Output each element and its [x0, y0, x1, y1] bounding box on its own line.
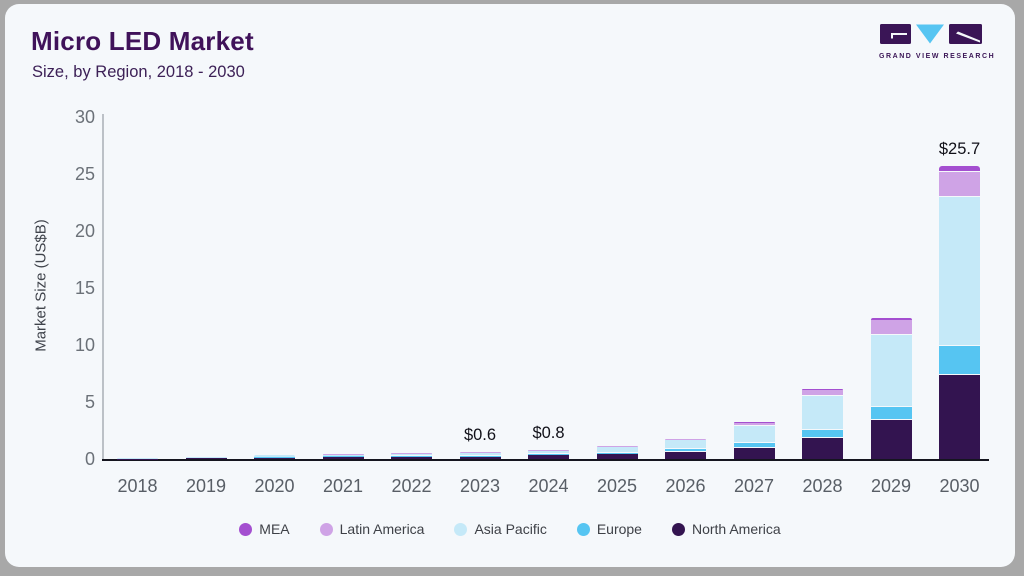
bar-segment-2026-north-america [665, 451, 706, 459]
legend-dot [671, 522, 685, 536]
bar-segment-2030-latin-america [939, 171, 980, 196]
x-tick-label-2023: 2023 [459, 476, 501, 496]
x-tick-label-2018: 2018 [117, 476, 158, 496]
grand-view-research-logo: GRAND VIEW RESEARCH [879, 24, 996, 60]
y-axis-line [102, 114, 104, 460]
bar-segment-2022-asia-pacific [391, 453, 432, 455]
value-label-2030: $25.7 [938, 140, 981, 159]
y-axis-title: Market Size (US$B) [32, 219, 50, 352]
bar-segment-2028-north-america [802, 437, 843, 459]
legend-dot [576, 522, 590, 536]
x-tick-label-2025: 2025 [596, 476, 638, 496]
bar-segment-2019-north-america [185, 458, 227, 459]
legend-label: MEA [259, 521, 290, 537]
bar-segment-2026-europe [665, 449, 706, 451]
bar-segment-2025-latin-america [596, 446, 638, 448]
bar-segment-2030-mea [939, 166, 980, 171]
bar-segment-2028-mea [802, 389, 843, 391]
bar-segment-2022-latin-america [391, 452, 432, 454]
legend-item-mea: MEA [239, 521, 290, 537]
bar-segment-2027-north-america [733, 448, 775, 459]
x-tick-label-2022: 2022 [391, 476, 432, 496]
bar-segment-2018-north-america [117, 458, 158, 460]
value-label-2024: $0.8 [532, 423, 565, 442]
x-tick-label-2024: 2024 [528, 476, 569, 496]
bar-segment-2029-asia-pacific [870, 334, 912, 406]
bar-segment-2021-north-america [322, 456, 364, 459]
bar-segment-2025-north-america [596, 453, 638, 459]
bar-segment-2019-asia-pacific [185, 457, 227, 459]
y-tick-label: 5 [84, 392, 95, 412]
bar-segment-2022-europe [391, 455, 432, 457]
legend-label: Asia Pacific [474, 521, 547, 537]
legend-dot [319, 522, 333, 536]
x-tick-label-2027: 2027 [733, 476, 775, 496]
value-label-2023: $0.6 [463, 426, 497, 445]
bar-segment-2024-europe [528, 454, 569, 456]
x-axis-line [102, 459, 989, 462]
bar-segment-2022-north-america [391, 456, 432, 459]
bar-segment-2028-asia-pacific [802, 395, 843, 429]
bar-segment-2029-mea [870, 318, 912, 320]
bar-segment-2023-europe [459, 455, 501, 457]
legend-item-latin-america: Latin America [319, 521, 425, 537]
gvr-logo-icon [880, 24, 982, 44]
bar-segment-2027-europe [733, 443, 775, 448]
y-tick-label: 25 [74, 164, 95, 184]
bar-segment-2020-north-america [254, 457, 295, 459]
page-subtitle: Size, by Region, 2018 - 2030 [32, 63, 245, 81]
bar-segment-2021-latin-america [322, 453, 364, 455]
y-tick-label: 20 [74, 221, 95, 241]
legend-item-north-america: North America [671, 521, 781, 537]
legend-item-europe: Europe [576, 521, 642, 537]
bar-segment-2023-north-america [459, 456, 501, 459]
y-tick-label: 0 [84, 449, 95, 469]
bar-segment-2023-latin-america [459, 452, 501, 453]
x-tick-label-2026: 2026 [665, 476, 706, 496]
bar-segment-2026-asia-pacific [665, 439, 706, 449]
bar-segment-2020-asia-pacific [254, 455, 295, 458]
y-tick-label: 30 [74, 107, 95, 127]
page-title: Micro LED Market [31, 26, 254, 56]
x-tick-label-2029: 2029 [870, 476, 912, 496]
bar-segment-2027-asia-pacific [733, 425, 775, 443]
legend-dot [239, 522, 253, 536]
bar-segment-2024-asia-pacific [528, 450, 569, 454]
bar-segment-2026-latin-america [665, 438, 706, 440]
bar-segment-2027-mea [733, 422, 775, 423]
bar-segment-2030-north-america [939, 374, 980, 459]
legend-label: Latin America [339, 521, 425, 537]
x-tick-label-2030: 2030 [939, 476, 980, 496]
legend-dot [454, 522, 468, 536]
legend-label: Europe [596, 521, 642, 537]
bar-segment-2025-europe [596, 452, 638, 454]
chart-card: Micro LED Market Size, by Region, 2018 -… [5, 4, 1015, 567]
bar-segment-2018-asia-pacific [117, 458, 158, 459]
x-tick-label-2019: 2019 [185, 476, 227, 496]
x-tick-label-2020: 2020 [254, 476, 295, 496]
x-tick-label-2028: 2028 [802, 476, 843, 496]
bar-segment-2020-europe [254, 457, 295, 458]
x-tick-label-2021: 2021 [322, 476, 364, 496]
bar-segment-2030-europe [939, 346, 980, 374]
logo-wordmark: GRAND VIEW RESEARCH [879, 53, 996, 60]
bar-segment-2021-asia-pacific [322, 454, 364, 457]
bar-segment-2029-europe [870, 406, 912, 420]
bar-segment-2030-asia-pacific [939, 196, 980, 346]
bar-segment-2025-asia-pacific [596, 447, 638, 452]
bar-segment-2021-europe [322, 456, 364, 457]
bar-segment-2029-latin-america [870, 319, 912, 334]
bar-segment-2028-latin-america [802, 390, 843, 395]
bar-segment-2023-asia-pacific [459, 452, 501, 455]
bar-segment-2027-latin-america [733, 422, 775, 425]
y-tick-label: 10 [74, 335, 95, 355]
bar-segment-2024-north-america [528, 455, 569, 459]
bar-segment-2024-latin-america [528, 449, 569, 451]
legend-item-asia-pacific: Asia Pacific [454, 521, 547, 537]
y-tick-label: 15 [74, 278, 95, 298]
bar-segment-2029-north-america [870, 420, 912, 459]
legend-label: North America [691, 521, 781, 537]
bar-segment-2028-europe [802, 429, 843, 437]
chart-legend: MEA Latin America Asia Pacific Europe North … [5, 516, 1015, 542]
